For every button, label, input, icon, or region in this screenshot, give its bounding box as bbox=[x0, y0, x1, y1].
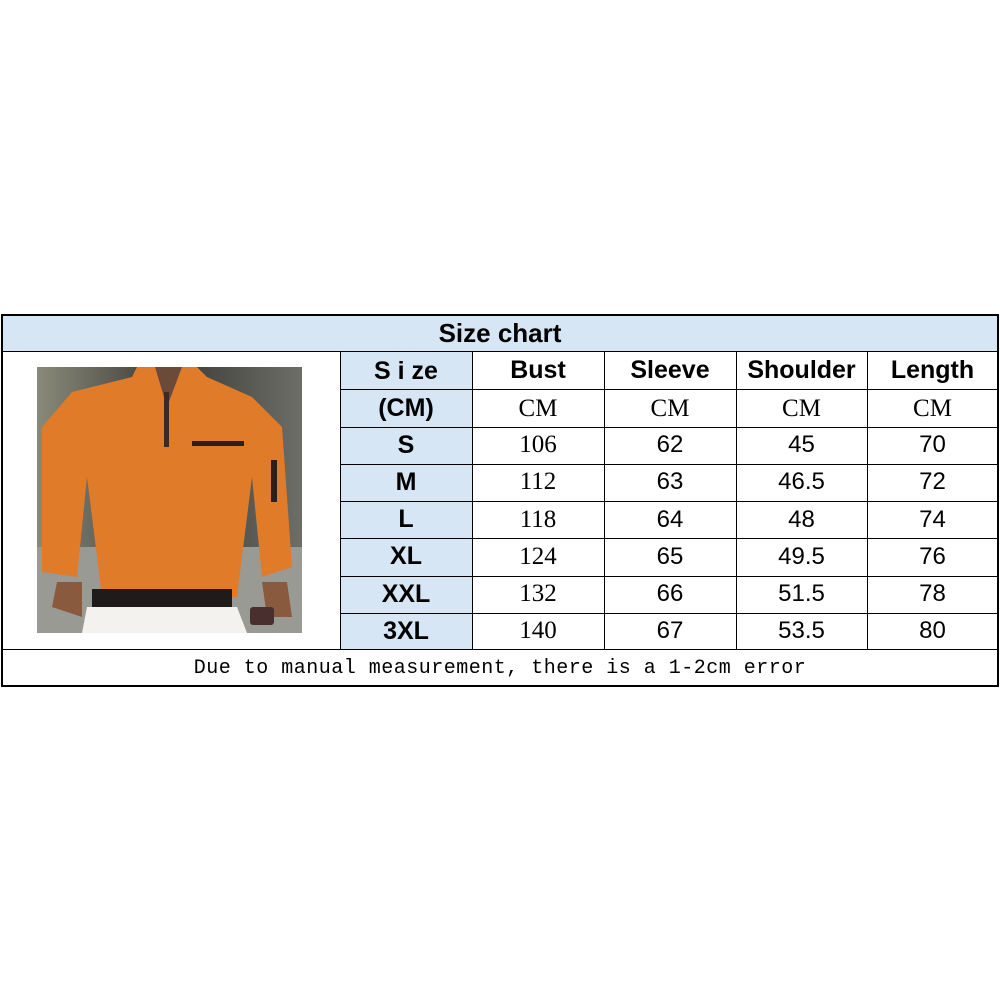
cell-bust: 106 bbox=[519, 431, 557, 458]
cell-sleeve: 62 bbox=[656, 431, 684, 458]
unit-label: CM bbox=[913, 394, 952, 422]
cell-sleeve: 67 bbox=[656, 617, 684, 645]
shirt-photo-illustration bbox=[37, 367, 302, 633]
cell-sleeve: 64 bbox=[656, 505, 684, 533]
cell-length: 80 bbox=[919, 617, 946, 645]
column-header-length: Length bbox=[890, 356, 975, 384]
row-divider bbox=[340, 501, 998, 502]
size-label: M bbox=[340, 463, 472, 501]
row-divider bbox=[340, 576, 998, 577]
size-label: L bbox=[340, 501, 472, 538]
size-label: XXL bbox=[340, 575, 472, 613]
cell-shoulder: 45 bbox=[788, 431, 815, 458]
border-bottom bbox=[1, 685, 999, 687]
cell-length: 70 bbox=[919, 431, 946, 458]
size-header-line1: S i ze bbox=[374, 356, 438, 385]
column-header-shoulder: Shoulder bbox=[747, 356, 856, 384]
size-label: 3XL bbox=[340, 612, 472, 650]
border-top bbox=[1, 314, 999, 316]
column-header-sleeve: Sleeve bbox=[630, 356, 710, 384]
unit-label: CM bbox=[518, 394, 558, 422]
cell-bust: 118 bbox=[519, 505, 557, 533]
unit-label: CM bbox=[782, 394, 821, 422]
cell-shoulder: 51.5 bbox=[778, 580, 825, 607]
column-divider bbox=[736, 352, 737, 650]
row-divider bbox=[340, 389, 998, 390]
row-divider bbox=[340, 427, 998, 428]
border-right bbox=[997, 314, 999, 687]
size-label: S bbox=[340, 426, 472, 464]
cell-shoulder: 46.5 bbox=[778, 468, 825, 496]
column-divider bbox=[867, 352, 868, 650]
cell-shoulder: 53.5 bbox=[778, 617, 825, 645]
chart-title: Size chart bbox=[2, 315, 998, 352]
divider bbox=[1, 351, 999, 352]
cell-bust: 124 bbox=[519, 542, 557, 570]
unit-label: CM bbox=[650, 394, 690, 422]
cell-sleeve: 65 bbox=[656, 542, 684, 570]
row-divider bbox=[340, 613, 998, 614]
product-photo bbox=[37, 367, 302, 633]
measurement-disclaimer: Due to manual measurement, there is a 1-… bbox=[193, 656, 807, 680]
size-header-line2: (CM) bbox=[378, 393, 434, 422]
row-divider bbox=[340, 538, 998, 539]
cell-shoulder: 48 bbox=[788, 505, 815, 533]
cell-sleeve: 63 bbox=[656, 468, 684, 496]
divider bbox=[1, 649, 999, 650]
column-header-bust: Bust bbox=[510, 356, 566, 384]
column-divider bbox=[472, 352, 473, 650]
column-divider bbox=[340, 352, 341, 650]
cell-length: 74 bbox=[919, 505, 946, 533]
cell-bust: 112 bbox=[519, 468, 557, 496]
cell-length: 72 bbox=[919, 468, 946, 496]
cell-sleeve: 66 bbox=[656, 580, 684, 607]
row-divider bbox=[340, 464, 998, 465]
cell-bust: 140 bbox=[519, 617, 557, 645]
column-divider bbox=[604, 352, 605, 650]
cell-length: 78 bbox=[919, 580, 946, 607]
cell-shoulder: 49.5 bbox=[778, 542, 825, 570]
border-left bbox=[1, 314, 3, 687]
cell-bust: 132 bbox=[519, 580, 557, 607]
size-label: XL bbox=[340, 538, 472, 576]
cell-length: 76 bbox=[919, 542, 946, 570]
